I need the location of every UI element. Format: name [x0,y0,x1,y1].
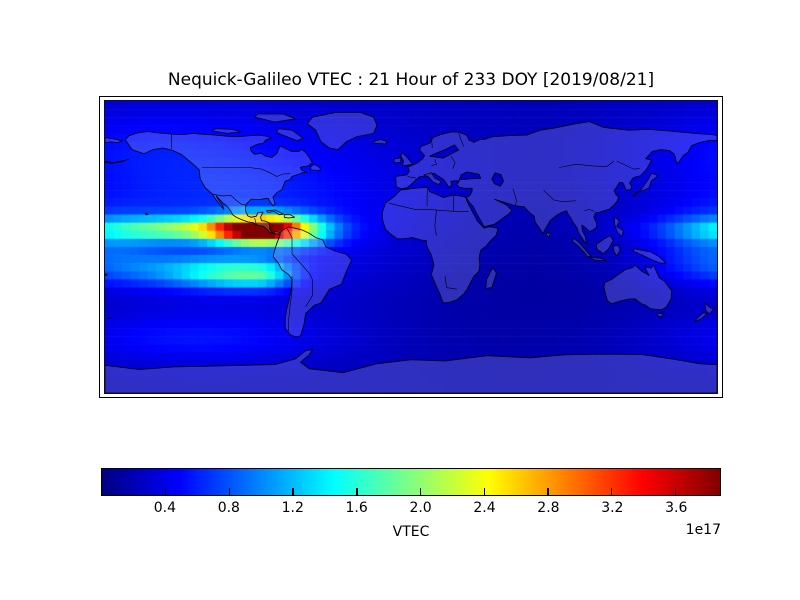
colorbar-tick-label: 2.4 [473,500,496,516]
country-border-line [457,133,464,147]
colorbar-axis-label: VTEC [392,524,430,540]
colorbar-tick-label: 1.6 [345,500,368,516]
coastline-cuba [265,209,284,216]
map-boundary [103,100,718,394]
coastline-ellesmere [253,113,296,123]
coastline-eurasia [394,121,717,245]
coastline-greenland [306,112,377,151]
colorbar-tick [419,488,422,495]
colorbar-tick [165,488,167,495]
country-border-line [433,209,437,236]
coastline-africa [381,186,499,304]
country-border-line [407,176,416,179]
country-border-line [450,156,456,169]
coastline-newfoundland [309,163,320,172]
country-border-line [286,228,292,254]
colorbar-tick [547,488,549,495]
colorbar-offset-label: 1e17 [685,522,721,538]
country-border-line [430,136,433,149]
country-border-line [430,159,437,166]
colorbar-tick-label: 2.8 [537,500,560,516]
coastline-new-guinea [632,248,666,264]
coastline-iceland [372,139,388,145]
country-border-line [512,188,517,207]
colorbar-tick-label: 0.8 [217,500,240,516]
colorbar-gradient [102,469,720,495]
coastline-philippines [613,216,624,237]
colorbar-tick [610,488,613,495]
plot-title: Nequick-Galileo VTEC : 21 Hour of 233 DO… [167,70,655,90]
coastline-victoria-island [211,128,241,134]
coastline-chukotka-west-edge [104,137,122,144]
country-border-line [304,279,313,308]
coastline-sumatra [571,237,592,258]
colorbar-tick-label: 2.0 [409,500,432,516]
coastline-australia [603,264,672,311]
coastline-italy [422,172,442,185]
coastline-hispaniola [283,214,295,219]
coastline-tasmania [656,312,663,318]
colorbar-tick-label: 3.6 [665,500,688,516]
coastline-aleutians [104,158,129,164]
colorbar-tick [356,488,358,495]
coastline-chatham-edge [108,317,112,320]
coastline-sulawesi [612,245,620,257]
coastline-nz-south [693,312,707,323]
country-border-line [291,253,313,280]
map-axes-frame [99,96,723,398]
coastline-japan [632,172,659,198]
country-border-line [388,202,454,212]
coastline-north-america [124,131,313,235]
colorbar-tick-label: 1.2 [281,500,304,516]
colorbar-tick [292,488,294,495]
country-border-line [287,276,292,332]
coastline-ireland [393,157,401,164]
country-border-line [426,186,428,207]
colorbar-tick [228,488,231,495]
country-border-line [211,193,245,206]
colorbar [101,468,721,496]
colorbar-tick-label: 3.2 [601,500,624,516]
country-border-line [253,217,257,225]
coastline-fiji-edge [104,273,108,277]
coastline-borneo [595,235,614,254]
country-border-line [616,160,640,170]
country-border-line [444,275,457,290]
country-border-line [452,195,469,212]
country-border-line [583,209,595,212]
coastline-nz-north [703,302,714,315]
country-border-line [558,160,614,168]
coastline-baffin [275,128,303,142]
coastline-overlay [104,112,717,393]
country-border-line [248,167,290,177]
coastline-madagascar [484,267,497,289]
colorbar-tick [674,488,677,495]
coastline-uk [399,152,413,167]
vtec-heatmap-canvas [104,101,717,393]
coastline-antarctica [104,349,717,393]
country-border-line [542,189,576,202]
coastline-sri-lanka [545,232,551,238]
colorbar-tick-label: 0.4 [153,500,177,516]
coastline-java [589,256,606,262]
coastline-hawaii [144,212,149,216]
colorbar-tick [483,488,485,495]
